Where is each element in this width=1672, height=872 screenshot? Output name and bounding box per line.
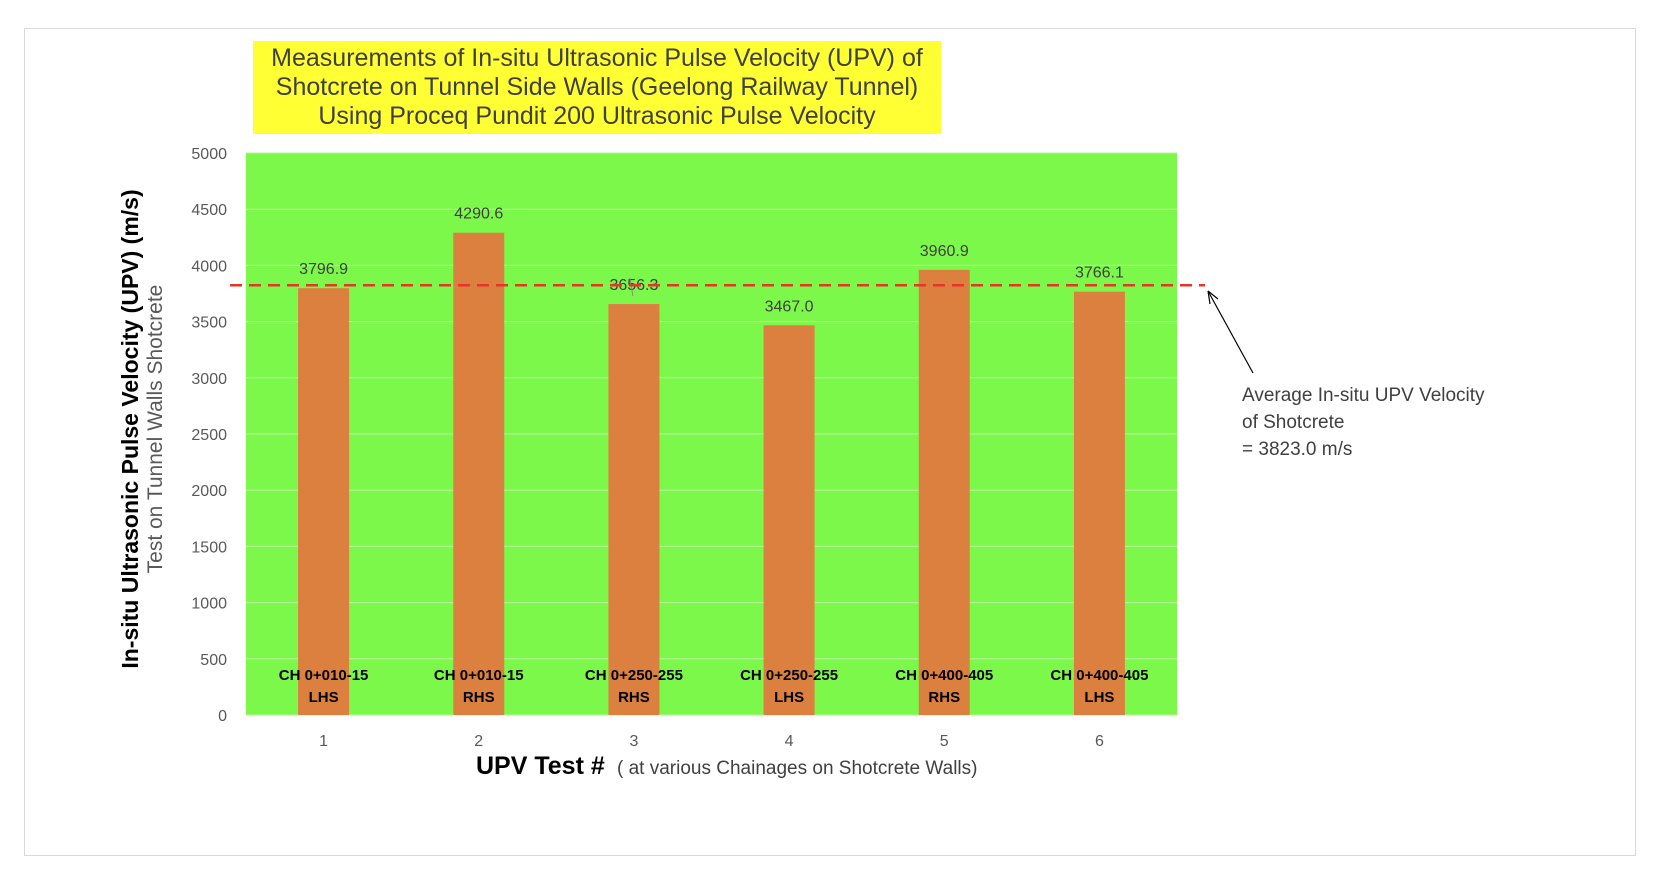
chart-title-line-3: Using Proceq Pundit 200 Ultrasonic Pulse… <box>318 102 876 130</box>
chart-title-line-1: Measurements of In-situ Ultrasonic Pulse… <box>271 44 923 72</box>
y-tick-label: 500 <box>200 652 227 669</box>
x-tick-label: 5 <box>940 733 949 750</box>
title-box <box>253 41 941 134</box>
bar-side-label: LHS <box>309 689 339 706</box>
data-label: 3960.9 <box>920 243 969 260</box>
bar <box>918 269 970 715</box>
bar-chainage-label: CH 0+250-255 <box>585 667 683 684</box>
bar <box>453 232 505 715</box>
bar-chainage-label: CH 0+250-255 <box>740 667 838 684</box>
x-tick-label: 1 <box>319 733 328 750</box>
average-annotation-line-3: = 3823.0 m/s <box>1242 439 1352 460</box>
bar-side-label: RHS <box>463 689 495 706</box>
average-annotation-line-2: of Shotcrete <box>1242 412 1344 433</box>
y-tick-label: 2000 <box>191 483 227 500</box>
data-label: 3467.0 <box>765 298 814 315</box>
average-annotation-line-1: Average In-situ UPV Velocity <box>1242 385 1485 406</box>
y-tick-label: 1500 <box>191 539 227 556</box>
y-tick-label: 1000 <box>191 596 227 613</box>
x-axis-title: UPV Test # <box>476 752 605 780</box>
bar <box>1073 291 1125 715</box>
x-axis-ticks: 1 2 3 4 5 6 <box>319 733 1104 750</box>
bar-side-label: LHS <box>1084 689 1114 706</box>
bar-side-label: RHS <box>928 689 960 706</box>
y-tick-label: 0 <box>218 708 227 725</box>
data-label: 3766.1 <box>1075 265 1124 282</box>
y-tick-label: 4500 <box>191 202 227 219</box>
bar <box>763 325 815 715</box>
y-axis-title: In-situ Ultrasonic Pulse Velocity (UPV) … <box>117 189 143 668</box>
bar-side-label: RHS <box>618 689 650 706</box>
data-label: 3796.9 <box>299 261 348 278</box>
y-axis-ticks: 0 500 1000 1500 2000 2500 3000 3500 4000 4500 5000 <box>191 146 227 725</box>
y-tick-label: 4000 <box>191 258 227 275</box>
gridlines <box>246 152 1177 716</box>
data-label: 4290.6 <box>454 206 503 223</box>
bar-chainage-label: CH 0+400-405 <box>1050 667 1148 684</box>
bar-chainage-label: CH 0+010-15 <box>279 667 369 684</box>
y-axis-subtitle: Test on Tunnel Walls Shotcrete <box>144 285 167 574</box>
chart-title-line-2: Shotcrete on Tunnel Side Walls (Geelong … <box>276 73 918 101</box>
chart-svg: Measurements of In-situ Ultrasonic Pulse… <box>117 41 1485 780</box>
bar <box>298 288 350 715</box>
x-tick-label: 6 <box>1095 733 1104 750</box>
y-tick-label: 3500 <box>191 315 227 332</box>
chart-frame: Measurements of In-situ Ultrasonic Pulse… <box>24 28 1636 856</box>
average-annotation-arrow <box>1207 290 1254 374</box>
y-tick-label: 2500 <box>191 427 227 444</box>
bars: 3796.9 CH 0+010-15 LHS 4290.6 CH 0+010-15 RHS… <box>279 206 1148 715</box>
x-tick-label: 4 <box>785 733 794 750</box>
bar <box>608 304 660 715</box>
data-label-leader <box>629 277 634 297</box>
x-tick-label: 3 <box>629 733 638 750</box>
x-tick-label: 2 <box>474 733 483 750</box>
bar-chainage-label: CH 0+010-15 <box>434 667 524 684</box>
y-tick-label: 3000 <box>191 371 227 388</box>
bar-chainage-label: CH 0+400-405 <box>895 667 993 684</box>
y-tick-label: 5000 <box>191 146 227 163</box>
bar-side-label: LHS <box>774 689 804 706</box>
average-annotation-arrowhead <box>1207 290 1219 305</box>
x-axis-subtitle: ( at various Chainages on Shotcrete Wall… <box>617 758 977 779</box>
